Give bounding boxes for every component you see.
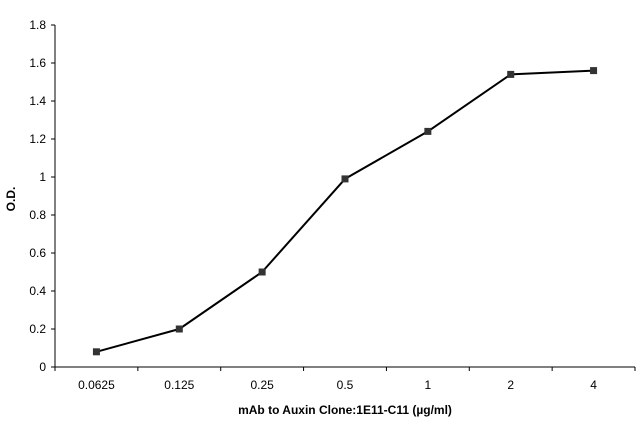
data-point-marker	[590, 67, 598, 75]
x-tick-label: 0.125	[164, 378, 194, 392]
data-point-marker	[92, 348, 100, 356]
data-point-marker	[507, 70, 515, 78]
x-tick-label: 2	[507, 378, 514, 392]
x-tick-label: 0.0625	[78, 378, 115, 392]
x-tick-label: 0.5	[337, 378, 354, 392]
y-axis-ticks: 0 0.2 0.4 0.6 0.8 1 1.2 1.4 1.6 1.8	[29, 18, 55, 374]
y-tick-label: 0.8	[29, 208, 46, 222]
y-tick-label: 0.4	[29, 284, 46, 298]
x-axis-ticks: 0.0625 0.125 0.25 0.5 1 2 4	[54, 367, 636, 392]
series-line	[96, 69, 594, 353]
y-tick-label: 1.6	[29, 56, 46, 70]
y-tick-label: 1.8	[29, 18, 46, 32]
data-point-marker	[341, 175, 349, 183]
y-tick-label: 0	[39, 360, 46, 374]
x-tick-label: 1	[425, 378, 432, 392]
x-tick-label: 0.25	[250, 378, 274, 392]
data-point-marker	[175, 325, 183, 333]
series-layer	[92, 67, 598, 356]
y-tick-label: 1.4	[29, 94, 46, 108]
y-axis-title: O.D.	[4, 187, 18, 212]
y-tick-label: 0.2	[29, 322, 46, 336]
data-point-marker	[258, 268, 266, 276]
y-tick-label: 0.6	[29, 246, 46, 260]
data-point-marker	[424, 127, 432, 135]
y-tick-label: 1.2	[29, 132, 46, 146]
x-tick-label: 4	[590, 378, 597, 392]
y-tick-label: 1	[39, 170, 46, 184]
x-axis-title: mAb to Auxin Clone:1E11-C11 (µg/ml)	[238, 403, 452, 417]
